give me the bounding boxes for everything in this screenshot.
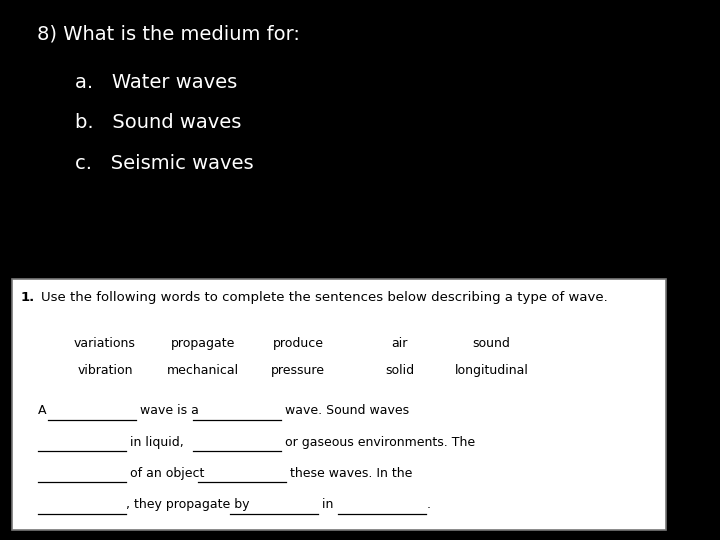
Text: vibration: vibration <box>77 364 132 377</box>
Text: longitudinal: longitudinal <box>454 364 528 377</box>
Text: c.   Seismic waves: c. Seismic waves <box>75 154 253 173</box>
Text: air: air <box>392 337 408 350</box>
Text: in liquid,: in liquid, <box>126 436 192 449</box>
Text: in: in <box>318 498 337 511</box>
Text: pressure: pressure <box>271 364 325 377</box>
Text: or gaseous environments. The: or gaseous environments. The <box>282 436 475 449</box>
Text: variations: variations <box>74 337 136 350</box>
Text: of an object: of an object <box>126 467 208 480</box>
Text: solid: solid <box>385 364 415 377</box>
Text: .: . <box>426 498 431 511</box>
Text: sound: sound <box>472 337 510 350</box>
Text: wave. Sound waves: wave. Sound waves <box>282 404 410 417</box>
Text: 8) What is the medium for:: 8) What is the medium for: <box>37 24 300 43</box>
Text: , they propagate by: , they propagate by <box>126 498 253 511</box>
Text: produce: produce <box>273 337 324 350</box>
Text: 1.: 1. <box>20 291 35 304</box>
Text: mechanical: mechanical <box>167 364 239 377</box>
Text: b.   Sound waves: b. Sound waves <box>75 113 241 132</box>
FancyBboxPatch shape <box>12 279 665 530</box>
Text: propagate: propagate <box>171 337 235 350</box>
Text: these waves. In the: these waves. In the <box>287 467 413 480</box>
Text: a.   Water waves: a. Water waves <box>75 73 237 92</box>
Text: wave is a: wave is a <box>136 404 203 417</box>
Text: A: A <box>38 404 50 417</box>
Text: Use the following words to complete the sentences below describing a type of wav: Use the following words to complete the … <box>40 291 608 304</box>
